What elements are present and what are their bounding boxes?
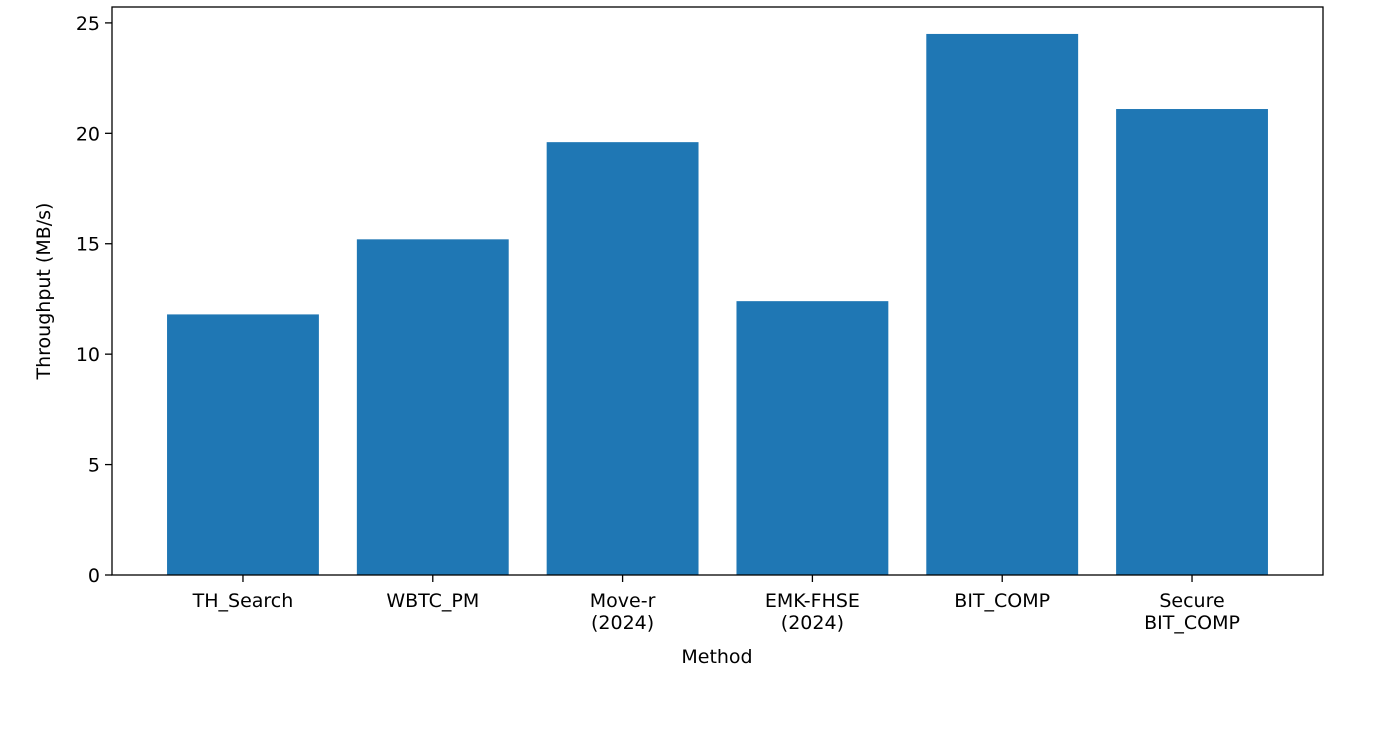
x-tick-label: Move-r (2024) xyxy=(590,590,656,634)
x-tick-label: BIT_COMP xyxy=(954,590,1050,612)
y-axis-label: Throughput (MB/s) xyxy=(33,203,55,381)
y-tick-label: 15 xyxy=(76,234,100,256)
y-tick-label: 10 xyxy=(76,344,100,366)
x-tick-label: TH_Search xyxy=(192,590,294,612)
bar xyxy=(167,314,319,575)
bar xyxy=(926,33,1079,576)
bar xyxy=(356,239,509,575)
y-tick-label: 25 xyxy=(76,13,100,35)
bar xyxy=(546,142,699,575)
x-tick-label: WBTC_PM xyxy=(386,590,479,612)
y-tick-label: 5 xyxy=(88,455,100,477)
y-tick-label: 0 xyxy=(88,565,100,587)
plot-frame xyxy=(111,6,1324,576)
bar xyxy=(1116,109,1268,576)
y-tick-label: 20 xyxy=(76,123,100,145)
x-axis-label: Method xyxy=(681,646,752,668)
x-tick-label: Secure BIT_COMP xyxy=(1144,590,1240,634)
x-tick-label: EMK-FHSE (2024) xyxy=(765,590,860,634)
bar xyxy=(736,301,889,575)
